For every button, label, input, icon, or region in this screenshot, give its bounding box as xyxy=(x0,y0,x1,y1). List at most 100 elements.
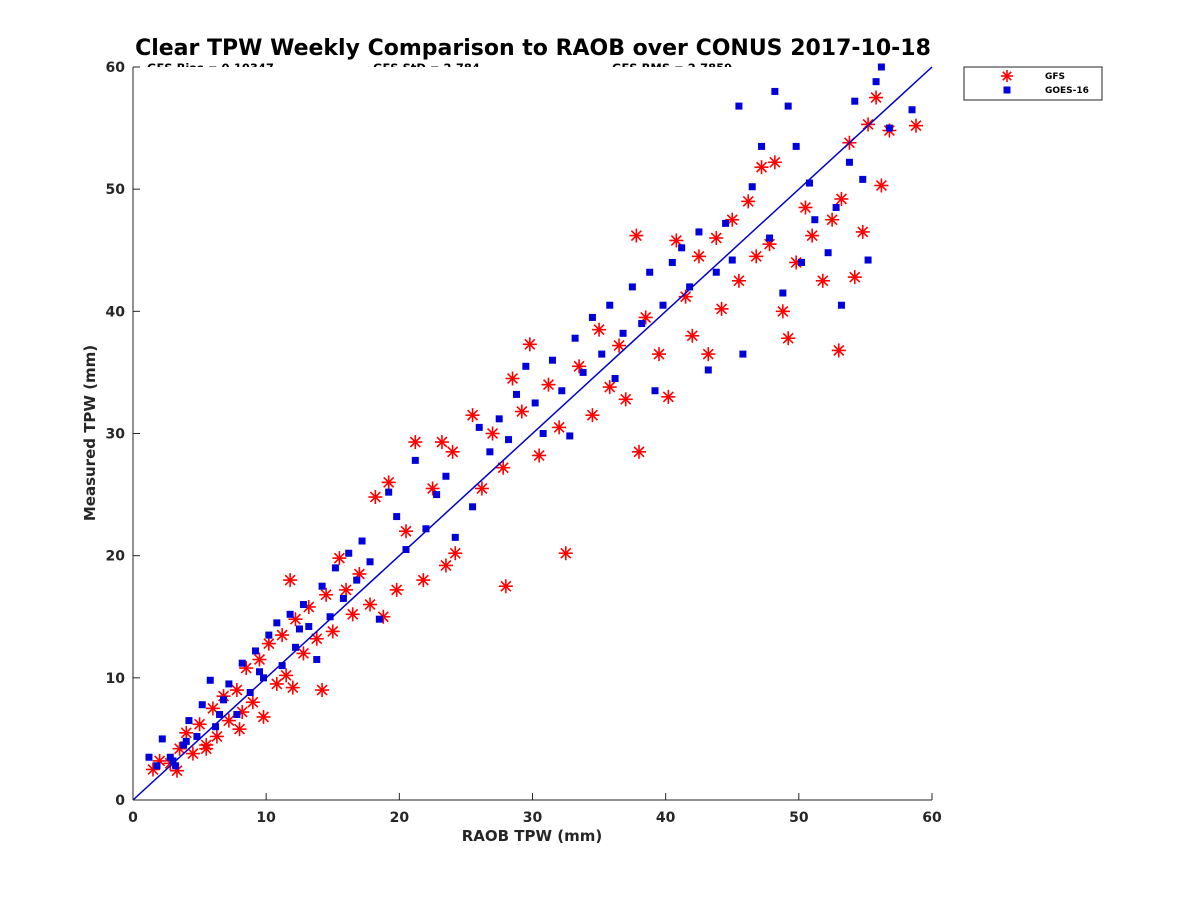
legend-gfs-marker xyxy=(1001,70,1013,82)
goes16-point xyxy=(908,106,916,114)
gfs-point xyxy=(398,524,413,539)
goes16-point xyxy=(185,717,193,725)
gfs-point xyxy=(448,546,463,561)
goes16-point xyxy=(166,753,174,761)
goes16-point xyxy=(345,549,353,557)
goes16-point xyxy=(735,102,743,110)
goes16-point xyxy=(505,436,513,444)
goes16-point xyxy=(531,399,539,407)
goes16-point xyxy=(548,356,556,364)
gfs-point xyxy=(252,652,267,667)
gfs-point xyxy=(245,695,260,710)
goes16-point xyxy=(252,647,260,655)
gfs-point xyxy=(275,628,290,643)
goes16-point xyxy=(169,757,177,765)
goes16-point xyxy=(256,668,264,676)
gfs-point xyxy=(279,668,294,683)
y-tick-label: 30 xyxy=(106,427,126,443)
gfs-point xyxy=(232,722,247,737)
goes16-point xyxy=(728,256,736,264)
gfs-point xyxy=(368,490,383,505)
gfs-point xyxy=(408,435,423,450)
gfs-point xyxy=(229,683,244,698)
goes16-point xyxy=(451,533,459,541)
goes16-point xyxy=(278,662,286,670)
y-tick-label: 60 xyxy=(106,60,126,76)
goes16-point xyxy=(260,674,268,682)
goes16-point xyxy=(225,680,233,688)
y-axis-ticks: 0 10 20 30 40 50 60 xyxy=(106,60,140,809)
goes16-point xyxy=(837,301,845,309)
goes16-point xyxy=(611,375,619,383)
gfs-point xyxy=(514,404,529,419)
legend-goes16-marker xyxy=(1003,86,1011,94)
goes16-point xyxy=(722,219,730,227)
gfs-point xyxy=(815,273,830,288)
y-tick-label: 20 xyxy=(106,549,126,565)
gfs-point xyxy=(754,160,769,175)
goes16-point xyxy=(299,601,307,609)
goes16-point xyxy=(291,643,299,651)
goes16-point xyxy=(588,313,596,321)
goes16-point xyxy=(158,735,166,743)
legend-box xyxy=(963,66,1103,101)
goes16-point xyxy=(286,610,294,618)
goes16-point xyxy=(318,582,326,590)
gfs-point xyxy=(283,573,298,588)
goes16-point xyxy=(265,631,273,639)
x-tick-label: 50 xyxy=(789,810,809,826)
goes16-point xyxy=(704,366,712,374)
goes16-point xyxy=(811,216,819,224)
gfs-point xyxy=(474,481,489,496)
gfs-point xyxy=(445,444,460,459)
goes16-point xyxy=(571,334,579,342)
goes16-point xyxy=(305,623,313,631)
chart-title: Clear TPW Weekly Comparison to RAOB over… xyxy=(135,36,931,61)
goes16-point xyxy=(522,362,530,370)
goes16-point xyxy=(792,142,800,150)
goes16-point xyxy=(758,142,766,150)
gfs-point xyxy=(434,435,449,450)
gfs-point xyxy=(741,194,756,209)
goes16-point xyxy=(872,78,880,86)
reference-line xyxy=(132,66,933,801)
goes16-point xyxy=(628,283,636,291)
gfs-point xyxy=(834,191,849,206)
gfs-point xyxy=(709,231,724,246)
gfs-point xyxy=(256,709,271,724)
goes16-point xyxy=(220,696,228,704)
gfs-point xyxy=(669,233,684,248)
goes16-point xyxy=(433,491,441,499)
gfs-point xyxy=(296,646,311,661)
goes16-point xyxy=(805,179,813,187)
goes16-point xyxy=(385,488,393,496)
goes16-point xyxy=(233,710,241,718)
gfs-point xyxy=(855,224,870,239)
x-tick-label: 0 xyxy=(128,810,138,826)
goes16-point xyxy=(566,432,574,440)
gfs-point xyxy=(199,741,214,756)
gfs-point xyxy=(505,371,520,386)
gfs-point xyxy=(269,676,284,691)
goes16-point xyxy=(678,244,686,252)
gfs-point xyxy=(825,212,840,227)
goes16-point xyxy=(273,619,281,627)
goes16-point xyxy=(638,320,646,328)
gfs-point xyxy=(685,328,700,343)
gfs-point xyxy=(319,587,334,602)
goes16-point xyxy=(832,203,840,211)
gfs-point xyxy=(775,304,790,319)
goes16-point xyxy=(442,472,450,480)
goes16-point xyxy=(797,258,805,266)
gfs-point xyxy=(315,683,330,698)
gfs-point xyxy=(532,448,547,463)
gfs-point xyxy=(612,338,627,353)
gfs-point xyxy=(831,343,846,358)
goes16-point xyxy=(686,283,694,291)
gfs-point xyxy=(781,331,796,346)
goes16-point xyxy=(313,656,321,664)
goes16-point xyxy=(579,368,587,376)
goes16-point xyxy=(712,268,720,276)
goes16-point xyxy=(216,710,224,718)
goes16-point xyxy=(845,158,853,166)
